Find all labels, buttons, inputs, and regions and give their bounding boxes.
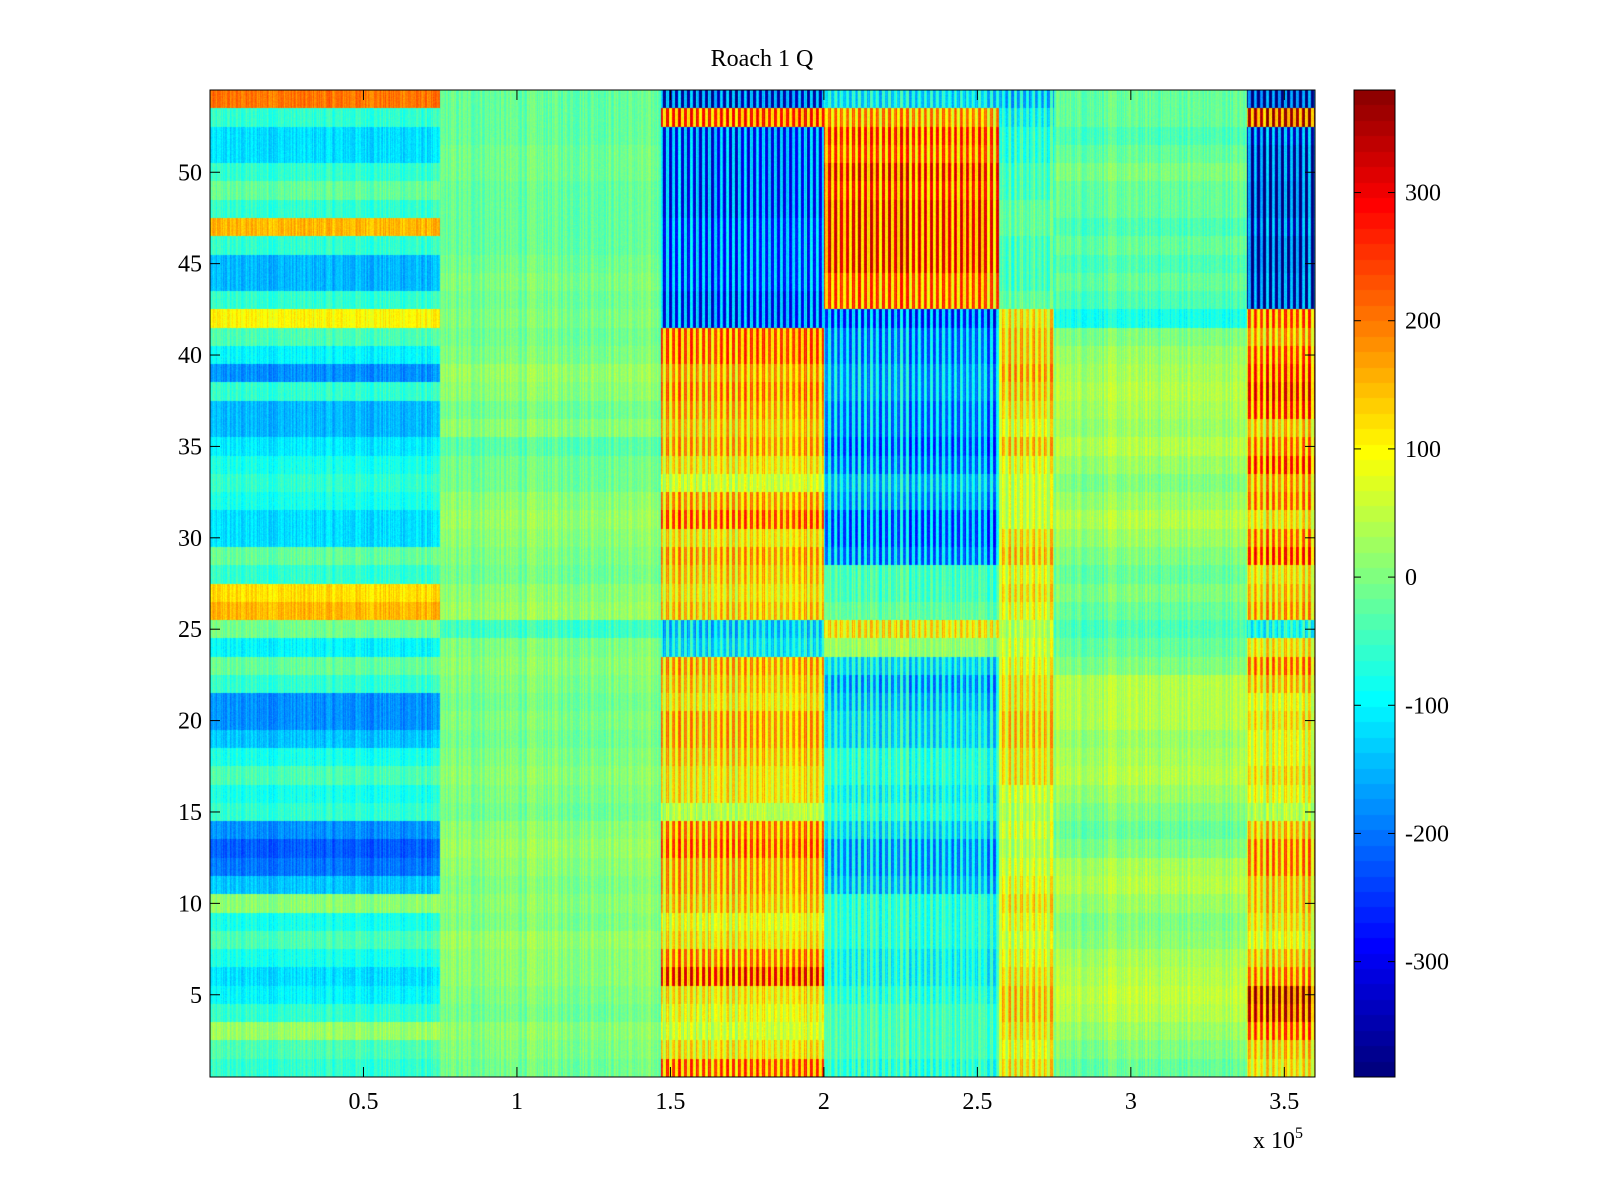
- colorbar-tick-label: 300: [1405, 181, 1441, 207]
- colorbar-tick-label: 200: [1405, 309, 1441, 335]
- colorbar-image: [1354, 90, 1395, 1077]
- y-tick-label: 5: [190, 983, 202, 1009]
- colorbar-tick-label: -200: [1405, 821, 1449, 847]
- y-tick-label: 30: [178, 526, 202, 552]
- colorbar-ticks: 300 200 100 0 -100 -200 -300: [1354, 181, 1449, 976]
- y-tick-label: 25: [178, 617, 202, 643]
- y-tick-label: 35: [178, 434, 202, 460]
- colorbar-tick-label: 100: [1405, 437, 1441, 463]
- x-axis-ticks: 0.5 1 1.5 2 2.5 3 3.5: [348, 90, 1299, 1115]
- y-tick-label: 50: [178, 160, 202, 186]
- x-tick-label: 3: [1125, 1089, 1137, 1115]
- x-tick-label: 1.5: [655, 1089, 685, 1115]
- y-tick-label: 40: [178, 343, 202, 369]
- y-axis-ticks: 5 10 15 20 25 30 35 40 45 50: [178, 160, 1315, 1009]
- y-tick-label: 20: [178, 709, 202, 735]
- x-exponent-base: x 10: [1253, 1128, 1295, 1154]
- colorbar-tick-label: -100: [1405, 693, 1449, 719]
- y-tick-label: 45: [178, 252, 202, 278]
- x-tick-label: 2.5: [962, 1089, 992, 1115]
- x-tick-label: 2: [818, 1089, 830, 1115]
- x-tick-label: 3.5: [1269, 1089, 1299, 1115]
- colorbar-tick-label: 0: [1405, 565, 1417, 591]
- y-tick-label: 10: [178, 891, 202, 917]
- plot-frame: [209, 89, 1316, 1078]
- colorbar-frame: [1353, 89, 1396, 1078]
- colorbar-tick-label: -300: [1405, 950, 1449, 976]
- x-axis-exponent: x 105: [1253, 1125, 1303, 1154]
- y-tick-label: 15: [178, 800, 202, 826]
- heatmap-image: [210, 90, 1315, 1077]
- x-tick-label: 0.5: [348, 1089, 378, 1115]
- chart-title: Roach 1 Q: [711, 46, 814, 72]
- x-tick-label: 1: [511, 1089, 523, 1115]
- x-exponent-power: 5: [1295, 1125, 1303, 1142]
